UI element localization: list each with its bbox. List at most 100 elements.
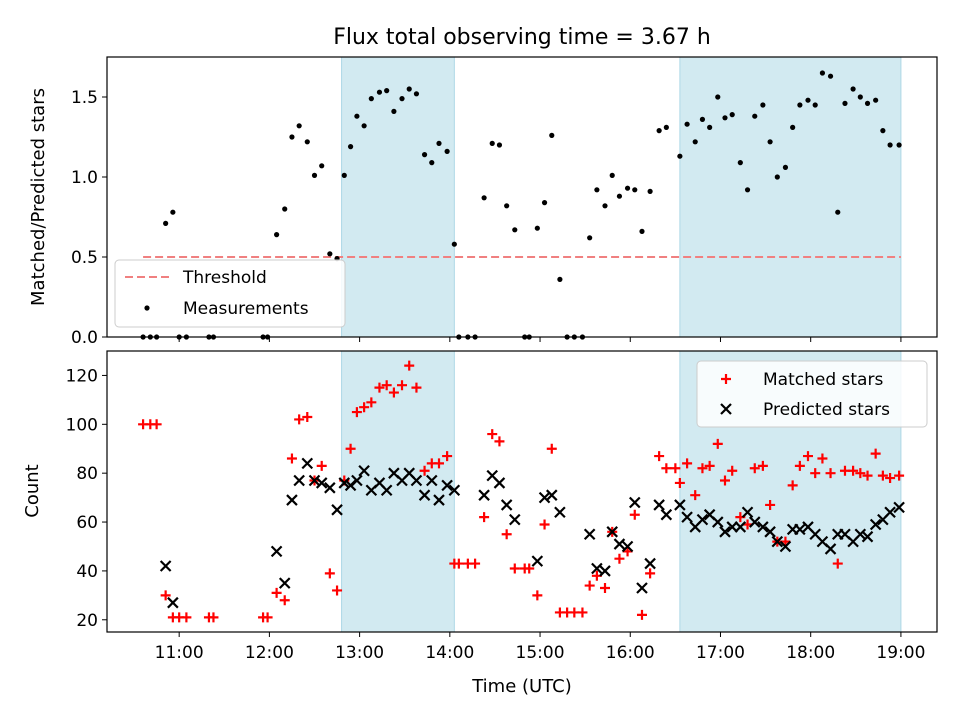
legend-measurements-swatch (144, 305, 150, 311)
data-point (661, 463, 672, 474)
data-point (699, 116, 706, 122)
legend-matched-swatch (721, 374, 731, 384)
data-point (629, 509, 640, 520)
data-point (825, 468, 836, 479)
data-point (848, 465, 859, 476)
data-point (381, 380, 392, 391)
y-tick-label: 0.5 (71, 248, 98, 268)
x-tick-label: 13:00 (335, 643, 384, 663)
data-point (654, 451, 665, 462)
data-point (802, 451, 813, 462)
data-point (594, 187, 600, 193)
data-point (636, 609, 647, 620)
data-point (727, 465, 738, 476)
data-point (893, 501, 905, 514)
data-point (208, 612, 219, 623)
data-point (397, 380, 408, 391)
data-point (478, 489, 490, 501)
data-point (293, 474, 305, 487)
data-point (151, 419, 162, 430)
data-point (479, 512, 490, 523)
y-tick-label: 100 (66, 415, 98, 435)
data-point (418, 489, 431, 501)
data-point (861, 530, 874, 543)
bottom-x-axis-ticks: 11:00 12:00 13:00 14:00 15:00 16:00 17:00 18:00… (155, 632, 925, 663)
data-point (584, 580, 595, 591)
data-point (707, 124, 713, 130)
data-point (341, 172, 347, 178)
data-point (524, 563, 535, 574)
data-point (413, 91, 420, 97)
data-point (674, 499, 686, 511)
x-tick-label: 11:00 (155, 643, 204, 663)
data-point (163, 220, 169, 226)
data-point (774, 174, 780, 180)
x-tick-label: 17:00 (696, 643, 745, 663)
data-point (692, 139, 698, 145)
y-tick-label: 40 (76, 562, 98, 582)
y-tick-label: 120 (66, 366, 98, 386)
measurements-points (140, 70, 902, 340)
data-point (704, 460, 715, 471)
data-point (602, 203, 608, 209)
data-point (324, 482, 336, 494)
data-point (656, 128, 662, 134)
data-point (311, 172, 318, 178)
data-point (319, 163, 325, 169)
legend-box (114, 259, 346, 328)
data-point (304, 139, 310, 145)
legend-threshold-label: Threshold (182, 268, 267, 288)
data-point (532, 590, 543, 601)
x-tick-label: 18:00 (786, 643, 835, 663)
data-point (278, 577, 291, 589)
top-axes-frame (106, 56, 938, 338)
data-point (599, 565, 611, 577)
legend-box (696, 360, 928, 428)
data-point (794, 460, 805, 471)
data-point (632, 187, 638, 193)
data-point (606, 526, 618, 538)
data-point (757, 460, 768, 471)
data-point (719, 475, 730, 486)
data-point (884, 506, 896, 519)
count-series (138, 360, 905, 623)
shaded-interval (679, 56, 902, 338)
data-point (509, 563, 520, 574)
data-point (308, 474, 321, 487)
y-tick-label: 1.0 (71, 168, 98, 188)
data-point (645, 568, 656, 579)
legend-predicted-label: Predicted stars (763, 400, 890, 420)
data-point (873, 97, 879, 103)
data-point (170, 209, 176, 215)
y-tick-label: 20 (76, 611, 98, 631)
chart-title: Flux total observing time = 3.67 h (333, 25, 711, 50)
data-point (504, 203, 510, 209)
data-point (271, 587, 282, 598)
data-point (531, 555, 544, 567)
data-point (358, 464, 370, 477)
data-point (489, 140, 495, 146)
data-point (374, 382, 385, 393)
data-point (470, 558, 481, 569)
data-point (159, 560, 172, 572)
data-point (436, 140, 442, 146)
data-point (554, 506, 566, 519)
data-point (628, 496, 641, 509)
data-point (771, 535, 784, 548)
data-point (294, 414, 305, 425)
data-point (332, 585, 343, 596)
x-tick-label: 19:00 (876, 643, 925, 663)
data-point (624, 185, 631, 191)
data-point (361, 123, 367, 129)
data-point (722, 115, 728, 121)
data-point (316, 460, 327, 471)
data-point (448, 484, 461, 497)
data-point (817, 453, 828, 464)
data-point (752, 113, 758, 119)
data-point (286, 453, 297, 464)
data-point (359, 402, 370, 413)
data-point (749, 463, 760, 474)
data-point (577, 607, 588, 618)
data-point (850, 86, 856, 92)
data-point (870, 448, 881, 459)
